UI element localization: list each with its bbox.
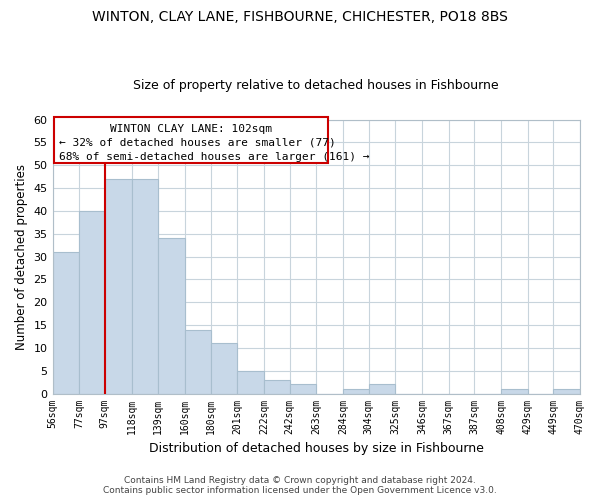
- Bar: [211, 344, 237, 394]
- Text: Contains HM Land Registry data © Crown copyright and database right 2024.
Contai: Contains HM Land Registry data © Crown c…: [103, 476, 497, 495]
- Text: WINTON, CLAY LANE, FISHBOURNE, CHICHESTER, PO18 8BS: WINTON, CLAY LANE, FISHBOURNE, CHICHESTE…: [92, 10, 508, 24]
- Bar: [501, 389, 528, 394]
- Bar: [237, 370, 264, 394]
- Bar: [131, 179, 158, 394]
- X-axis label: Distribution of detached houses by size in Fishbourne: Distribution of detached houses by size …: [149, 442, 484, 455]
- Text: WINTON CLAY LANE: 102sqm: WINTON CLAY LANE: 102sqm: [110, 124, 272, 134]
- Bar: [185, 330, 211, 394]
- Bar: [290, 384, 316, 394]
- Bar: [264, 380, 290, 394]
- Text: ← 32% of detached houses are smaller (77): ← 32% of detached houses are smaller (77…: [59, 138, 335, 148]
- Bar: [158, 238, 185, 394]
- Bar: [53, 252, 79, 394]
- FancyBboxPatch shape: [54, 118, 328, 163]
- Bar: [343, 389, 368, 394]
- Bar: [79, 211, 105, 394]
- Bar: [553, 389, 580, 394]
- Bar: [105, 179, 131, 394]
- Text: 68% of semi-detached houses are larger (161) →: 68% of semi-detached houses are larger (…: [59, 152, 370, 162]
- Y-axis label: Number of detached properties: Number of detached properties: [15, 164, 28, 350]
- Title: Size of property relative to detached houses in Fishbourne: Size of property relative to detached ho…: [133, 79, 499, 92]
- Bar: [368, 384, 395, 394]
